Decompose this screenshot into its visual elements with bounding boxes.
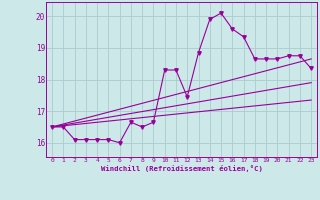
X-axis label: Windchill (Refroidissement éolien,°C): Windchill (Refroidissement éolien,°C) (101, 165, 262, 172)
